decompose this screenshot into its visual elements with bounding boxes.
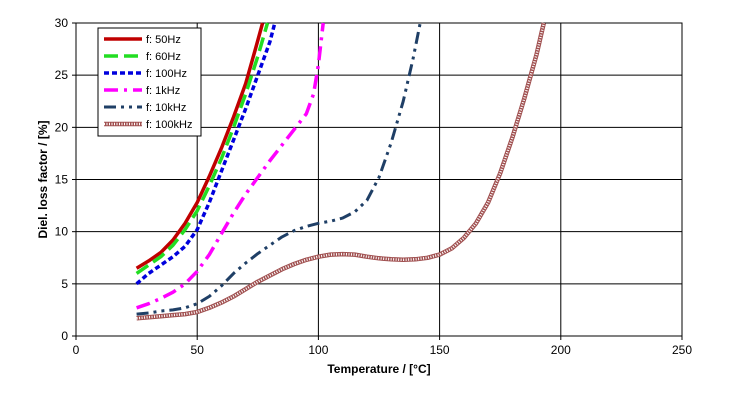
x-tick-label: 100 [308, 343, 328, 357]
y-tick-label: 0 [61, 329, 68, 343]
axis-ticks: 0 50 100 150 200 250 0 5 10 15 20 25 30 [55, 16, 693, 357]
series-line [136, 22, 325, 310]
x-axis-title: Temperature / [°C] [327, 362, 430, 376]
series-f-10khz [136, 22, 422, 316]
series-f-50hz [135, 22, 265, 270]
y-tick-label: 10 [55, 225, 69, 239]
series-f-1khz [136, 22, 325, 310]
x-tick-label: 250 [672, 343, 692, 357]
series-f-60hz [135, 22, 270, 275]
y-tick-label: 20 [55, 120, 69, 134]
legend-box [97, 27, 202, 137]
y-tick-label: 30 [55, 16, 69, 30]
y-axis-title: Diel. loss factor / [%] [36, 120, 50, 238]
series-f-100khz [136, 22, 546, 321]
series-line [135, 22, 270, 275]
series-line [136, 22, 422, 316]
y-tick-label: 25 [55, 68, 69, 82]
legend-label: f: 60Hz [146, 51, 181, 63]
series-line-outline [136, 22, 546, 321]
x-tick-label: 200 [551, 343, 571, 357]
x-tick-label: 150 [430, 343, 450, 357]
x-tick-label: 0 [73, 343, 80, 357]
legend-label: f: 100kHz [146, 119, 192, 131]
legend-label: f: 10kHz [146, 102, 186, 114]
legend: f: 50Hz f: 60Hz f: 100Hz f: 1kHz f: 10kHz f: … [97, 27, 202, 137]
x-tick-label: 50 [191, 343, 205, 357]
y-tick-label: 5 [61, 277, 68, 291]
legend-label: f: 100Hz [146, 68, 187, 80]
legend-label: f: 1kHz [146, 85, 180, 97]
series-layer [135, 22, 546, 321]
legend-label: f: 50Hz [146, 34, 181, 46]
series-line [135, 22, 265, 270]
y-tick-label: 15 [55, 173, 69, 187]
